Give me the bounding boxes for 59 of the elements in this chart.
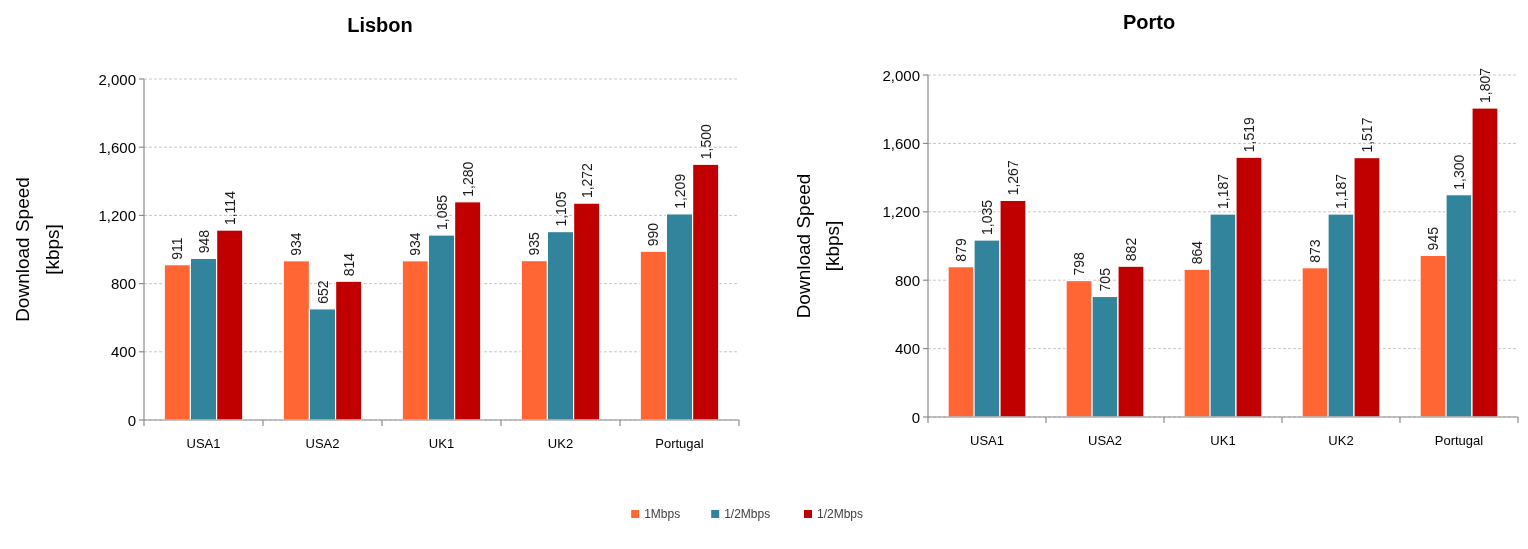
y-axis-title: Download Speed [kbps] <box>792 173 843 319</box>
data-label: 814 <box>340 252 357 277</box>
data-label: 864 <box>1189 240 1206 265</box>
data-label: 1,807 <box>1476 67 1493 103</box>
y-tick-label: 2,000 <box>98 70 136 88</box>
data-label: 934 <box>407 232 424 256</box>
data-label: 948 <box>195 229 212 254</box>
y-tick-label: 800 <box>894 271 920 289</box>
data-label: 1,187 <box>1333 173 1349 210</box>
x-tick-label: UK2 <box>547 436 574 451</box>
x-tick-label: Portugal <box>1434 433 1484 448</box>
y-tick-label: 0 <box>911 408 920 426</box>
y-tick-label: 400 <box>894 340 920 358</box>
data-label: 945 <box>1425 226 1442 251</box>
chart-title: Porto <box>1122 11 1176 33</box>
legend-label: 1/2Mbps <box>724 507 771 521</box>
x-tick-label: Portugal <box>655 436 704 451</box>
data-label: 1,267 <box>1004 160 1021 196</box>
x-tick-label: UK1 <box>1210 433 1236 448</box>
x-tick-label: USA2 <box>305 436 340 451</box>
y-tick-label: 1,600 <box>882 134 920 152</box>
data-label: 705 <box>1097 267 1113 292</box>
data-label: 990 <box>645 222 662 247</box>
data-label: 1,280 <box>459 161 476 197</box>
y-tick-label: 400 <box>110 343 136 361</box>
data-label: 1,300 <box>1451 154 1467 190</box>
data-label: 798 <box>1071 251 1088 276</box>
data-label: 1,272 <box>578 162 595 199</box>
data-label: 911 <box>169 237 186 260</box>
x-tick-label: USA1 <box>970 433 1004 448</box>
y-tick-label: 800 <box>110 275 136 293</box>
data-label: 1,114 <box>221 190 238 226</box>
x-tick-label: UK1 <box>428 436 455 451</box>
legend-label: 1/2Mbps <box>817 507 864 521</box>
x-tick-label: USA2 <box>1088 433 1122 448</box>
data-label: 935 <box>526 232 543 256</box>
y-tick-label: 2,000 <box>882 66 920 84</box>
x-tick-label: USA1 <box>186 436 221 451</box>
data-label: 1,035 <box>979 199 995 236</box>
legend-label: 1Mbps <box>644 507 681 521</box>
data-label: 1,085 <box>433 194 450 231</box>
y-tick-label: 1,200 <box>98 206 136 224</box>
y-tick-label: 1,200 <box>882 203 920 221</box>
data-label: 934 <box>288 232 305 256</box>
y-tick-label: 0 <box>127 411 136 429</box>
data-label: 882 <box>1122 237 1139 262</box>
chart-title: Lisbon <box>347 14 413 36</box>
data-label: 1,187 <box>1215 173 1231 210</box>
data-label: 652 <box>314 280 331 304</box>
data-label: 1,517 <box>1358 117 1375 153</box>
data-label: 879 <box>953 238 970 262</box>
y-axis-title: Download Speed [kbps] <box>11 177 63 322</box>
y-tick-label: 1,600 <box>98 138 136 156</box>
data-label: 1,209 <box>671 173 688 209</box>
x-tick-label: UK2 <box>1328 433 1354 448</box>
data-label: 873 <box>1307 239 1324 263</box>
data-label: 1,519 <box>1240 117 1257 153</box>
data-label: 1,105 <box>552 191 569 227</box>
data-label: 1,500 <box>697 124 714 160</box>
